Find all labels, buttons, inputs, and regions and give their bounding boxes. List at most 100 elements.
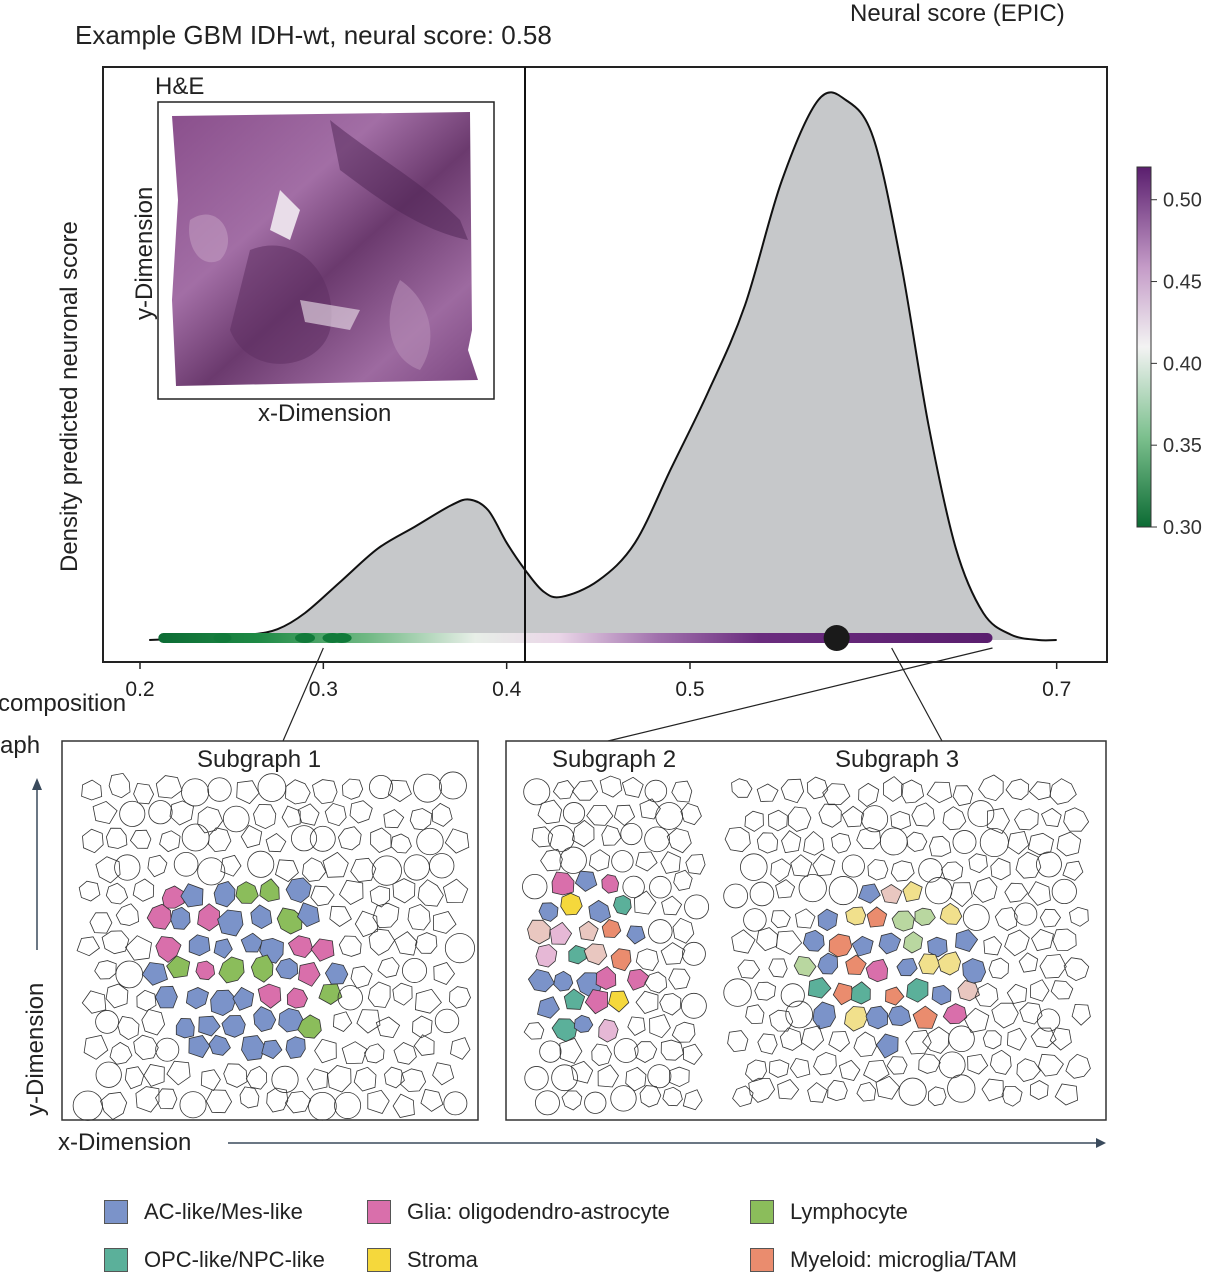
cell (660, 1039, 684, 1061)
cell (222, 805, 250, 833)
cell (166, 955, 191, 979)
cell (247, 850, 275, 878)
cell (611, 850, 634, 873)
cell (1031, 928, 1054, 952)
cell (235, 881, 259, 904)
cell (978, 774, 1004, 802)
cell (117, 1016, 140, 1041)
cell (444, 933, 476, 964)
cell (914, 907, 936, 926)
cell (218, 956, 245, 984)
cell (527, 919, 551, 945)
cell (850, 981, 871, 1005)
cell (170, 906, 191, 930)
cell (409, 808, 433, 831)
cell (756, 927, 778, 952)
x-tick-label: 0.3 (309, 678, 338, 701)
cell (208, 827, 232, 853)
cell (349, 800, 373, 824)
cell (754, 981, 776, 1001)
cell (625, 1066, 647, 1092)
cell (633, 890, 657, 915)
strip-dot (213, 633, 232, 643)
cell (775, 879, 796, 899)
cell (259, 878, 280, 902)
cell (1071, 1003, 1091, 1026)
cell (109, 1041, 133, 1065)
cell (535, 1090, 560, 1116)
cell (584, 989, 609, 1015)
legend-swatch (367, 1200, 391, 1224)
cell (155, 1088, 178, 1110)
cell (671, 1021, 696, 1043)
cell (568, 945, 587, 965)
cell (878, 932, 902, 955)
cell (853, 1031, 877, 1057)
y-arrow-head (32, 778, 42, 790)
cell (310, 938, 335, 962)
cell (549, 921, 573, 945)
cell (737, 959, 761, 979)
cell (683, 1043, 703, 1066)
cell (338, 935, 362, 957)
cell (856, 827, 882, 850)
cell (571, 819, 595, 848)
cell (523, 778, 551, 806)
cell (744, 810, 764, 832)
cell (287, 935, 314, 959)
legend-swatch (104, 1248, 128, 1272)
cell (114, 854, 141, 881)
bottom-x-label: x-Dimension (58, 1129, 192, 1156)
cell (769, 1009, 794, 1032)
cell (265, 833, 287, 853)
cell (266, 1087, 289, 1113)
cell (1019, 1002, 1043, 1025)
cell (1049, 778, 1077, 805)
x-arrow-head (1096, 1138, 1106, 1148)
cell (197, 903, 221, 932)
cell (375, 1016, 401, 1039)
cell (1016, 1058, 1041, 1082)
cell (155, 775, 183, 799)
cell (148, 800, 173, 825)
cell (1018, 952, 1039, 973)
cell (668, 968, 691, 990)
legend-swatch (367, 1248, 391, 1272)
left-cut-label-2: aph (0, 732, 41, 759)
cell (553, 970, 574, 992)
cell (281, 805, 301, 828)
legend-swatch (104, 1200, 128, 1224)
cell (236, 780, 260, 805)
cell (392, 1093, 415, 1118)
cell (371, 855, 402, 886)
cell (185, 987, 209, 1010)
cell (1036, 851, 1062, 878)
cell (180, 883, 204, 908)
cell (220, 854, 242, 877)
cell (105, 882, 129, 905)
cell (537, 799, 563, 825)
cell (1007, 831, 1030, 855)
cell (95, 1010, 119, 1034)
cell (1065, 1053, 1091, 1079)
cell (195, 960, 216, 981)
cell (1069, 906, 1089, 927)
cell (341, 778, 364, 800)
cell (807, 1082, 828, 1103)
cell (955, 929, 979, 952)
cell (584, 1091, 607, 1114)
cell (858, 782, 880, 807)
cell (801, 1025, 825, 1051)
cell (948, 1025, 975, 1053)
cell (95, 856, 121, 884)
cell (551, 1064, 578, 1092)
cell (770, 910, 791, 929)
cell (682, 1089, 703, 1111)
cell (1005, 778, 1030, 801)
cell (613, 894, 632, 916)
cell (364, 1043, 385, 1064)
cell (383, 809, 405, 829)
cell (571, 780, 599, 801)
cell (1050, 980, 1074, 1000)
legend-item-lymphocyte: Lymphocyte (750, 1199, 908, 1225)
